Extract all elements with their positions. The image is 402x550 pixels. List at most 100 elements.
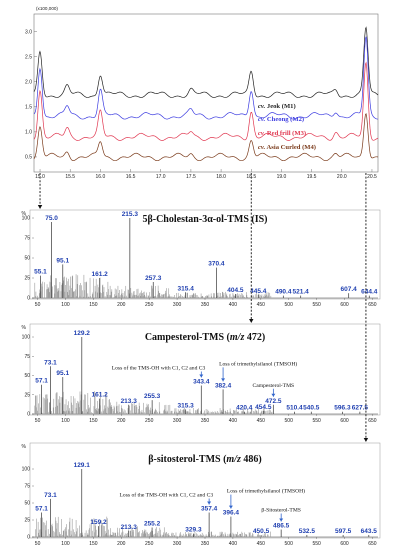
legend-cultivar-prefix: cv.: [258, 116, 266, 123]
spectrum-x-tick-label: 250: [145, 418, 154, 424]
spectrum-frame: [29, 323, 381, 416]
spectrum-peak-label: 329.3: [185, 527, 202, 534]
legend-entry-2: cv. Cheong (M2): [258, 116, 304, 123]
chromatogram-traces: [33, 26, 379, 162]
spectrum-annotation: Loss of the TMS-OH with C1, C2 and C3: [120, 492, 214, 499]
chromatogram-x-tick-label: 17.0: [156, 174, 166, 180]
chromatogram-y-tick-label: 2.0: [25, 79, 32, 85]
spectrum-peak-label: 532.5: [299, 528, 316, 535]
spectrum-title: Campesterol-TMS (m/z 472): [145, 332, 265, 343]
spectrum-y-tick-label: 75: [24, 484, 30, 490]
spectrum-y-axis-label: %: [22, 211, 27, 217]
spectrum-peak-label: 57.1: [35, 506, 48, 513]
spectrum-x-tick-label: 200: [117, 541, 126, 547]
spectrum-x-tick-label: 600: [340, 418, 349, 424]
spectrum-y-tick-label: 75: [24, 354, 30, 360]
legend-cultivar-name: Asia Curled (M4): [265, 144, 316, 151]
spectrum-annotation: Campesterol-TMS: [253, 383, 295, 389]
spectrum-x-tick-label: 100: [61, 418, 70, 424]
legend-cultivar-prefix: cv.: [258, 103, 266, 110]
spectrum-x-tick-label: 200: [117, 302, 126, 308]
spectrum-x-tick-label: 150: [89, 418, 98, 424]
spectrum-peak-label: 490.4: [275, 289, 292, 296]
spectrum-peak-label: 255.2: [144, 520, 161, 527]
spectrum-peak-label: 129.1: [74, 462, 91, 469]
spectrum-minor-peaks: [35, 516, 271, 537]
legend-entry-4: cv. Asia Curled (M4): [258, 144, 316, 151]
chromatogram-y-tick-label: 3.0: [25, 29, 32, 35]
spectrum-title-mz: m/z: [226, 454, 241, 465]
spectrum-peak-label: 521.4: [293, 289, 310, 296]
spectrum-x-tick-label: 100: [61, 541, 70, 547]
chromatogram-panel: (x100,000) 3.02.52.01.51.00.5 15.015.516…: [25, 6, 379, 180]
spectrum-x-tick-label: 600: [340, 302, 349, 308]
spectrum-minor-peaks: [34, 274, 272, 298]
spectrum-peak-label: 404.5: [227, 287, 244, 294]
annotation-arrow-head: [271, 393, 276, 397]
chromatogram-x-tick-label: 17.5: [186, 174, 196, 180]
legend-entry-1: cv. Jeok (M1): [258, 103, 296, 110]
spectrum-peak-label: 343.4: [193, 379, 210, 386]
spectrum-peak-label: 607.4: [341, 286, 358, 293]
spectrum-title-mz: m/z: [230, 332, 245, 343]
spectrum-y-tick-label: 0: [27, 412, 30, 418]
spectrum-x-tick-label: 350: [201, 302, 210, 308]
annotation-arrow-head: [228, 505, 233, 509]
spectrum-y-tick-label: 25: [24, 276, 30, 282]
spectrum-x-tick-label: 600: [340, 541, 349, 547]
spectrum-peak-label: 445.4: [250, 288, 267, 295]
spectrum-peak-label: 510.4: [286, 405, 303, 412]
spectrum-x-tick-label: 50: [35, 302, 41, 308]
chromatogram-x-tick-label: 15.5: [65, 174, 75, 180]
legend-cultivar-name: Jeok (M1): [265, 103, 295, 110]
spectrum-peak-label: 396.4: [223, 510, 240, 517]
spectrum-x-tick-label: 400: [229, 418, 238, 424]
spectrum-y-tick-label: 0: [27, 535, 30, 541]
spectrum-peak-label: 382.4: [215, 382, 232, 389]
chromatogram-y-tick-label: 2.5: [25, 54, 32, 60]
retention-connector-arrowhead: [249, 319, 254, 323]
spectrum-x-tick-label: 650: [368, 418, 377, 424]
legend-cultivar-prefix: cv.: [258, 144, 266, 151]
spectrum-annotation: Loss of the TMS-OH with C1, C2 and C3: [112, 365, 206, 372]
spectrum-annotation: Loss of trimethylsilanol (TMSOH): [219, 360, 297, 367]
legend-cultivar-prefix: cv.: [258, 130, 266, 137]
spectrum-x-tick-label: 150: [89, 541, 98, 547]
spectrum-peak-label: 57.1: [35, 378, 48, 385]
spectrum-peak-label: 540.5: [303, 405, 320, 412]
chromatogram-frame: [33, 13, 379, 173]
spectrum-y-tick-label: 50: [24, 256, 30, 262]
spectrum-peak-label: 357.4: [201, 506, 218, 513]
spectrum-title-end: 486): [241, 454, 262, 465]
legend-entry-3: cv. Red frill (M3): [258, 130, 306, 137]
annotation-arrow-head: [207, 501, 212, 505]
spectrum-title-main: 5β-Cholestan-3α-ol-TMS (IS): [142, 214, 267, 225]
chromatogram-y-scale-label: (x100,000): [36, 6, 58, 11]
spectrum-y-tick-label: 100: [22, 335, 31, 341]
spectrum-x-tick-label: 250: [145, 541, 154, 547]
spectrum-peak-label: 315.4: [178, 285, 195, 292]
chromatogram-trace-3: [33, 61, 379, 141]
spectrum-peak-label: 472.5: [265, 398, 282, 405]
spectrum-x-tick-label: 150: [89, 302, 98, 308]
spectrum-x-tick-label: 400: [229, 541, 238, 547]
spectrum-x-tick-label: 650: [368, 302, 377, 308]
spectrum-peak-label: 644.4: [361, 289, 378, 296]
spectrum-y-tick-label: 0: [27, 296, 30, 302]
chromatogram-x-tick-label: 19.0: [277, 174, 287, 180]
spectrum-title-main: Campesterol-TMS (: [145, 332, 231, 343]
spectrum-x-tick-label: 50: [35, 541, 41, 547]
spectrum-y-tick-label: 25: [24, 392, 30, 398]
spectrum-annotation: Loss of trimethylsilanol (TMSOH): [227, 488, 305, 495]
spectrum-peak-label: 370.4: [208, 261, 225, 268]
spectrum-peak-label: 73.1: [44, 492, 57, 499]
spectrum-x-tick-label: 550: [312, 418, 321, 424]
spectrum-x-tick-label: 100: [61, 302, 70, 308]
spectrum-peak-label: 486.5: [273, 523, 290, 530]
spectrum-x-tick-label: 350: [201, 541, 210, 547]
annotation-arrow-head: [279, 518, 284, 522]
spectrum-x-tick-label: 400: [229, 302, 238, 308]
